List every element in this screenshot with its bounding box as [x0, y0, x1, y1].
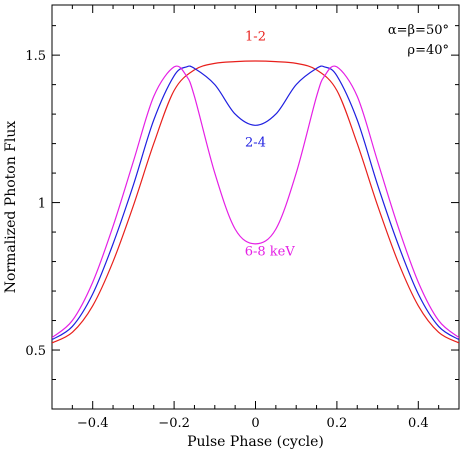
- ticks-layer: −0.4 −0.2 0 0.2 0.4 0.5 1 1.5: [25, 5, 460, 431]
- x-tick-label: 0.4: [408, 416, 429, 431]
- series-label-6-8-kev: 6-8 keV: [245, 245, 296, 260]
- x-tick-label: −0.2: [158, 416, 190, 431]
- x-axis-title: Pulse Phase (cycle): [187, 434, 324, 450]
- angle-annotation: α=β=50°: [388, 23, 449, 38]
- plot-frame: [51, 4, 460, 410]
- y-tick-label: 1.5: [25, 49, 46, 64]
- series-label-1-2: 1-2: [245, 29, 266, 44]
- series-line-6-8-kev: [52, 65, 459, 339]
- series-label-2-4: 2-4: [245, 136, 266, 151]
- angle-annotation: ρ=40°: [407, 43, 449, 58]
- y-tick-label: 1: [38, 197, 46, 212]
- x-tick-label: −0.4: [77, 416, 109, 431]
- series-layer: [52, 60, 459, 344]
- x-tick-label: 0: [251, 416, 259, 431]
- series-line-2-4: [52, 65, 459, 341]
- plot-area: [51, 4, 460, 410]
- y-axis-title: Normalized Photon Flux: [3, 121, 19, 294]
- series-line-1-2: [52, 60, 459, 344]
- x-tick-label: 0.2: [327, 416, 348, 431]
- y-tick-label: 0.5: [25, 344, 46, 359]
- labels-layer: 1-2 2-4 6-8 keV α=β=50° ρ=40°: [245, 23, 449, 260]
